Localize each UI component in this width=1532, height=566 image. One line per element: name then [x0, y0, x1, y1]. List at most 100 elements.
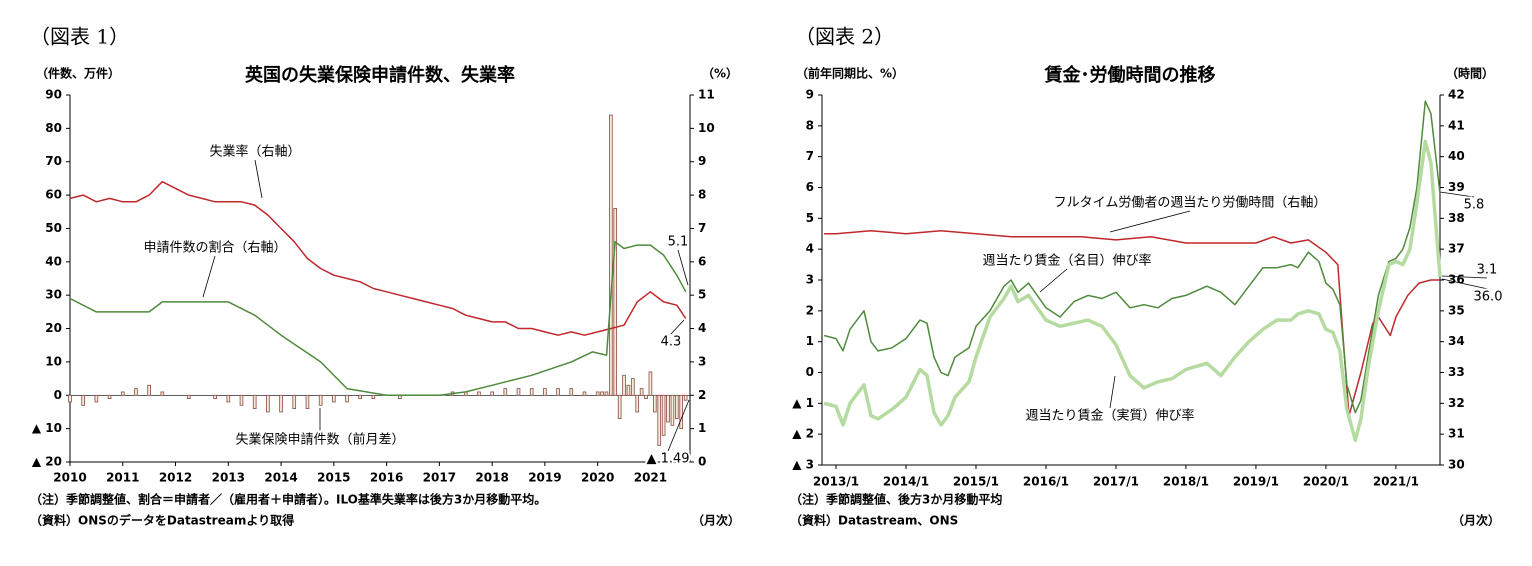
- bar: [252, 394, 257, 410]
- annotation: 週当たり賃金（名目）伸び率: [982, 253, 1151, 269]
- y-tick-label: ▲ 3: [792, 458, 814, 472]
- bar: [569, 388, 574, 396]
- y2-tick-label: 0: [698, 455, 706, 469]
- y-tick-label: 30: [45, 288, 62, 302]
- annotation: 4.3: [661, 335, 682, 350]
- y-tick-label: 7: [806, 149, 814, 163]
- y-tick-label: 2: [806, 303, 814, 317]
- bar: [631, 378, 635, 396]
- y-tick-label: 70: [45, 154, 62, 168]
- x-tick-label: 2014: [264, 471, 297, 485]
- bar: [635, 394, 640, 413]
- bar: [644, 394, 648, 400]
- bar: [529, 388, 534, 396]
- y-tick-label: 50: [45, 221, 62, 235]
- bar: [160, 391, 165, 396]
- x-tick-label: 2015/1: [953, 475, 999, 489]
- note: （資料）Datastream、ONS: [790, 513, 958, 528]
- bar: [279, 394, 283, 413]
- y-tick-label: 40: [45, 254, 62, 268]
- leader-line: [202, 255, 216, 298]
- y2-tick-label: 33: [1448, 365, 1465, 379]
- y2-tick-label: 34: [1448, 334, 1465, 348]
- y2-axis-title: （%）: [702, 66, 738, 81]
- y2-tick-label: 8: [698, 188, 706, 202]
- bar: [68, 394, 72, 403]
- y2-tick-label: 36: [1448, 273, 1465, 287]
- y-tick-label: 60: [45, 188, 62, 202]
- bar: [617, 394, 622, 420]
- x-tick-label: 2012: [159, 471, 192, 485]
- annotation: 失業保険申請件数（前月差）: [235, 432, 404, 448]
- y-tick-label: 20: [45, 321, 62, 335]
- bar: [683, 394, 688, 401]
- x-tick-label: 2016/1: [1023, 475, 1069, 489]
- bar: [477, 391, 481, 396]
- bar: [626, 384, 631, 396]
- y2-tick-label: 32: [1448, 396, 1465, 410]
- bar: [675, 394, 679, 420]
- figure-label: （図表 2）: [795, 25, 894, 49]
- bar: [358, 394, 363, 400]
- y-tick-label: 3: [806, 273, 814, 287]
- y-tick-label: 10: [45, 354, 62, 368]
- leader-line: [670, 319, 685, 335]
- bar: [595, 391, 600, 396]
- bar: [609, 114, 613, 396]
- figure-label: （図表 1）: [30, 25, 129, 49]
- y-tick-label: 0: [806, 365, 814, 379]
- leader-line: [1039, 268, 1068, 293]
- x-tick-label: 2020/1: [1303, 475, 1349, 489]
- annotation: ▲ 1.49: [646, 452, 689, 467]
- bar: [81, 394, 85, 406]
- chart-title: 賃金･労働時間の推移: [1044, 64, 1216, 86]
- bar: [107, 394, 112, 400]
- bar: [653, 394, 657, 413]
- y2-tick-label: 38: [1448, 211, 1465, 225]
- line: [824, 229, 1440, 417]
- bar: [318, 394, 323, 406]
- bar: [213, 394, 217, 400]
- leader-line: [1439, 191, 1475, 198]
- y-tick-label: ▲ 1: [792, 396, 814, 410]
- bar: [226, 394, 231, 403]
- y2-tick-label: 1: [698, 421, 706, 435]
- y2-tick-label: 10: [698, 121, 715, 135]
- bar: [582, 391, 587, 396]
- line: [823, 139, 1442, 443]
- x-tick-label: 2013: [212, 471, 245, 485]
- y-tick-label: 4: [806, 242, 814, 256]
- y2-tick-label: 31: [1448, 427, 1465, 441]
- x-tick-label: 2017: [423, 471, 456, 485]
- y-axis-title: （前年同期比、%）: [796, 66, 904, 81]
- x-tick-label: 2021/1: [1373, 475, 1419, 489]
- note: （資料）ONSのデータをDatastreamより取得: [30, 513, 294, 528]
- x-tick-label: 2017/1: [1093, 475, 1139, 489]
- x-tick-label: 2010: [53, 471, 86, 485]
- bar: [679, 394, 683, 430]
- y2-tick-label: 30: [1448, 458, 1465, 472]
- leader-line: [1441, 275, 1488, 279]
- y-tick-label: 90: [45, 88, 62, 102]
- bar: [292, 394, 297, 410]
- bar: [657, 394, 662, 446]
- bar: [266, 394, 270, 413]
- y-tick-label: 8: [806, 118, 814, 132]
- y-tick-label: ▲ 10: [32, 421, 62, 435]
- x-tick-label: 2018/1: [1163, 475, 1209, 489]
- x-tick-label: 2019/1: [1233, 475, 1279, 489]
- annotation: 36.0: [1474, 290, 1503, 305]
- x-tick-label: 2020: [581, 471, 614, 485]
- bar: [613, 208, 618, 396]
- annotation: 申請件数の割合（右軸）: [143, 240, 286, 256]
- annotation: 失業率（右軸）: [209, 144, 300, 160]
- y-axis-title: （件数、万件）: [36, 66, 120, 81]
- bar: [604, 391, 609, 396]
- y-tick-label: 80: [45, 121, 62, 135]
- y2-tick-label: 41: [1448, 118, 1465, 132]
- bar: [239, 394, 244, 406]
- y-tick-label: ▲ 2: [792, 427, 814, 441]
- y-tick-label: ▲ 20: [32, 455, 62, 469]
- y2-axis-title: （時間）: [1446, 66, 1494, 81]
- frequency-label: （月次）: [1452, 513, 1500, 528]
